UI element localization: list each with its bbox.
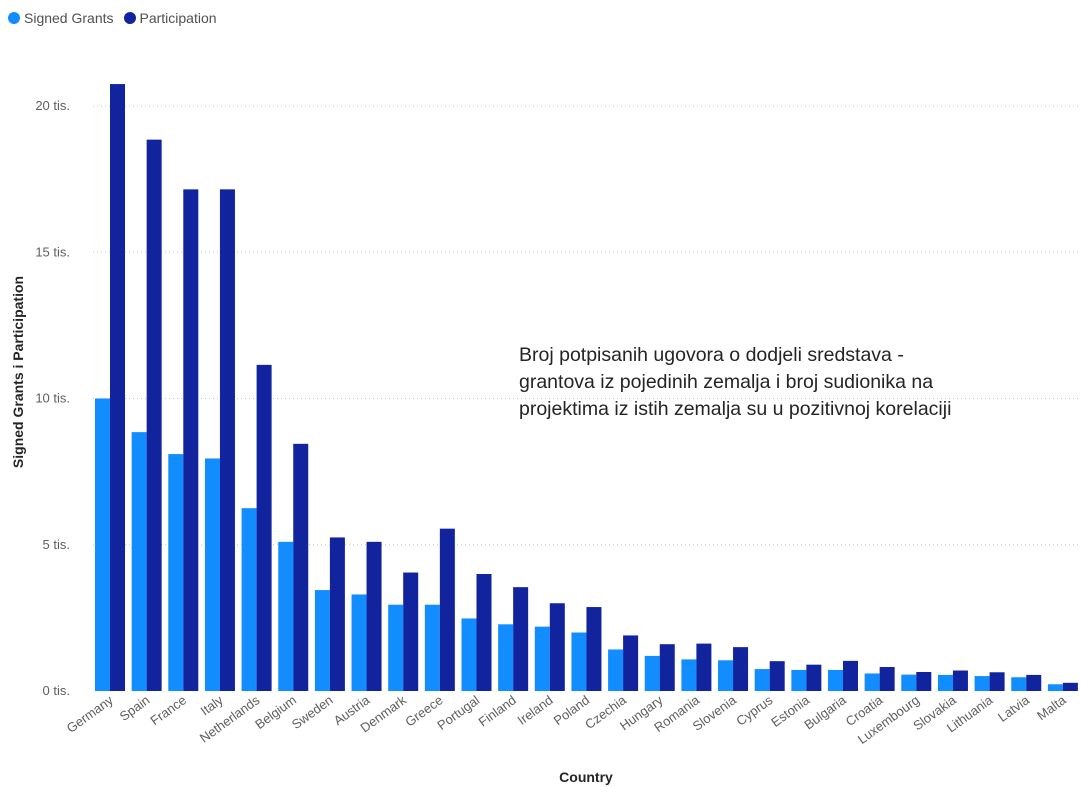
legend-marker-participation (123, 12, 136, 24)
bar-participation-belgium[interactable] (293, 443, 309, 691)
bar-signed-grants-luxembourg[interactable] (901, 674, 917, 691)
bar-participation-malta[interactable] (1062, 682, 1078, 691)
legend-label-signed-grants: Signed Grants (24, 10, 114, 26)
bar-participation-france[interactable] (183, 189, 199, 692)
legend-label-participation: Participation (139, 10, 217, 26)
x-tick-label-portugal: Portugal (434, 692, 482, 733)
bar-signed-grants-czechia[interactable] (608, 649, 624, 691)
bar-participation-greece[interactable] (439, 528, 455, 691)
bar-signed-grants-italy[interactable] (204, 458, 220, 691)
annotation-text: Broj potpisanih ugovora o dodjeli sredst… (519, 344, 952, 420)
gridlines (93, 105, 1078, 546)
bar-participation-cyprus[interactable] (769, 661, 785, 691)
bar-signed-grants-slovenia[interactable] (718, 660, 734, 691)
bar-participation-czechia[interactable] (623, 635, 639, 691)
bar-signed-grants-germany[interactable] (95, 398, 110, 692)
bar-participation-poland[interactable] (586, 607, 602, 691)
bar-participation-romania[interactable] (696, 643, 712, 691)
bar-signed-grants-netherlands[interactable] (241, 508, 257, 691)
y-tick-label: 20 tis. (35, 98, 70, 113)
bar-signed-grants-lithuania[interactable] (974, 676, 990, 691)
y-tick-label: 5 tis. (43, 537, 70, 552)
bar-signed-grants-estonia[interactable] (791, 669, 807, 691)
bar-participation-spain[interactable] (146, 139, 162, 691)
bar-signed-grants-sweden[interactable] (314, 590, 330, 691)
y-axis-ticks: 0 tis. 5 tis. 10 tis. 15 tis. 20 tis. (35, 98, 70, 698)
bar-signed-grants-slovakia[interactable] (937, 674, 953, 691)
bar-participation-finland[interactable] (513, 587, 529, 691)
bar-signed-grants-ireland[interactable] (534, 626, 550, 691)
bar-signed-grants-latvia[interactable] (1011, 677, 1027, 691)
y-tick-label: 15 tis. (35, 244, 70, 259)
bar-signed-grants-malta[interactable] (1047, 684, 1063, 691)
bar-signed-grants-greece[interactable] (424, 604, 440, 691)
x-tick-label-cyprus: Cyprus (733, 692, 776, 729)
x-tick-label-malta: Malta (1034, 692, 1069, 723)
bar-signed-grants-hungary[interactable] (644, 655, 660, 691)
bars (95, 84, 1078, 692)
bar-signed-grants-denmark[interactable] (388, 604, 404, 691)
bar-participation-italy[interactable] (219, 189, 235, 692)
bar-participation-hungary[interactable] (659, 644, 675, 691)
bar-participation-ireland[interactable] (549, 603, 565, 691)
legend-item-participation[interactable]: Participation (123, 10, 217, 26)
bar-participation-luxembourg[interactable] (916, 671, 932, 691)
bar-participation-germany[interactable] (110, 84, 125, 691)
bar-participation-bulgaria[interactable] (843, 660, 858, 691)
bar-participation-estonia[interactable] (806, 664, 822, 691)
y-axis-title: Signed Grants i Participation (10, 276, 26, 468)
x-tick-label-bulgaria: Bulgaria (801, 692, 849, 733)
x-tick-label-ireland: Ireland (515, 692, 556, 727)
x-axis-title: Country (559, 769, 613, 785)
bar-signed-grants-france[interactable] (168, 454, 184, 691)
legend: Signed Grants Participation (8, 10, 217, 26)
bar-signed-grants-romania[interactable] (681, 659, 697, 691)
bar-participation-sweden[interactable] (329, 537, 345, 691)
bar-participation-denmark[interactable] (403, 572, 419, 691)
bar-signed-grants-austria[interactable] (351, 594, 367, 691)
bar-signed-grants-spain[interactable] (131, 432, 147, 691)
bar-signed-grants-croatia[interactable] (864, 673, 880, 691)
x-tick-label-finland: Finland (476, 692, 519, 729)
x-tick-label-germany: Germany (64, 692, 116, 736)
bar-participation-portugal[interactable] (476, 574, 492, 691)
bar-participation-slovenia[interactable] (733, 647, 749, 691)
x-tick-label-latvia: Latvia (995, 692, 1033, 725)
bar-participation-croatia[interactable] (879, 667, 895, 691)
bar-signed-grants-belgium[interactable] (278, 541, 294, 691)
bar-participation-lithuania[interactable] (989, 672, 1005, 691)
bar-signed-grants-cyprus[interactable] (754, 669, 770, 691)
x-tick-label-belgium: Belgium (252, 692, 299, 732)
bar-participation-slovakia[interactable] (952, 670, 968, 691)
bar-participation-netherlands[interactable] (256, 364, 272, 691)
bar-participation-austria[interactable] (366, 541, 382, 691)
x-tick-label-spain: Spain (117, 692, 153, 724)
y-tick-label: 0 tis. (43, 683, 70, 698)
x-tick-label-sweden: Sweden (289, 692, 336, 732)
y-tick-label: 10 tis. (35, 391, 70, 406)
bar-signed-grants-portugal[interactable] (461, 618, 477, 691)
bar-signed-grants-bulgaria[interactable] (828, 669, 843, 691)
bar-signed-grants-finland[interactable] (498, 624, 514, 691)
x-tick-label-france: France (148, 692, 190, 728)
legend-marker-signed-grants (8, 12, 20, 24)
legend-item-signed-grants[interactable]: Signed Grants (8, 10, 114, 26)
bar-participation-latvia[interactable] (1026, 674, 1042, 691)
bar-signed-grants-poland[interactable] (571, 632, 587, 692)
